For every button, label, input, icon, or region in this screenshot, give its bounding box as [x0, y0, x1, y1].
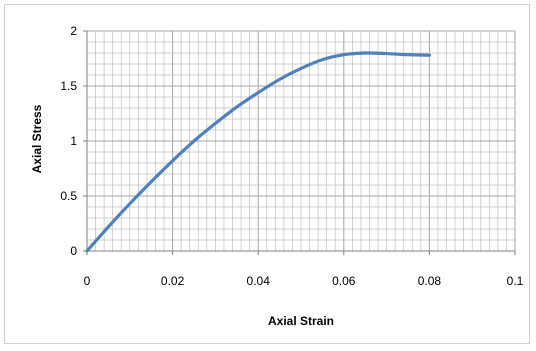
x-axis-title: Axial Strain — [268, 314, 334, 328]
chart-frame: 0 0.02 0.04 0.06 0.08 0.1 0 0.5 1 1.5 2 Axial Str… — [4, 4, 530, 344]
series-line-axial-stress — [85, 51, 431, 253]
grid-layer — [86, 30, 516, 252]
x-tick-label: 0.08 — [418, 274, 442, 288]
y-tick-label: 1 — [70, 134, 77, 148]
x-tick-label: 0.1 — [507, 274, 524, 288]
y-tick-label: 2 — [70, 24, 77, 38]
x-tick-label: 0.04 — [247, 274, 271, 288]
x-tick-label: 0.02 — [161, 274, 185, 288]
x-tick-labels: 0 0.02 0.04 0.06 0.08 0.1 — [84, 251, 524, 288]
chart-svg: 0 0.02 0.04 0.06 0.08 0.1 0 0.5 1 1.5 2 Axial Str… — [30, 24, 524, 328]
x-tick-label: 0.06 — [332, 274, 356, 288]
y-tick-label: 0 — [70, 244, 77, 258]
y-tick-label: 0.5 — [60, 189, 77, 203]
x-tick-label: 0 — [84, 274, 91, 288]
y-axis-title: Axial Stress — [30, 104, 44, 173]
y-tick-labels: 0 0.5 1 1.5 2 — [60, 24, 87, 258]
series-layer — [85, 51, 431, 253]
y-tick-label: 1.5 — [60, 79, 77, 93]
